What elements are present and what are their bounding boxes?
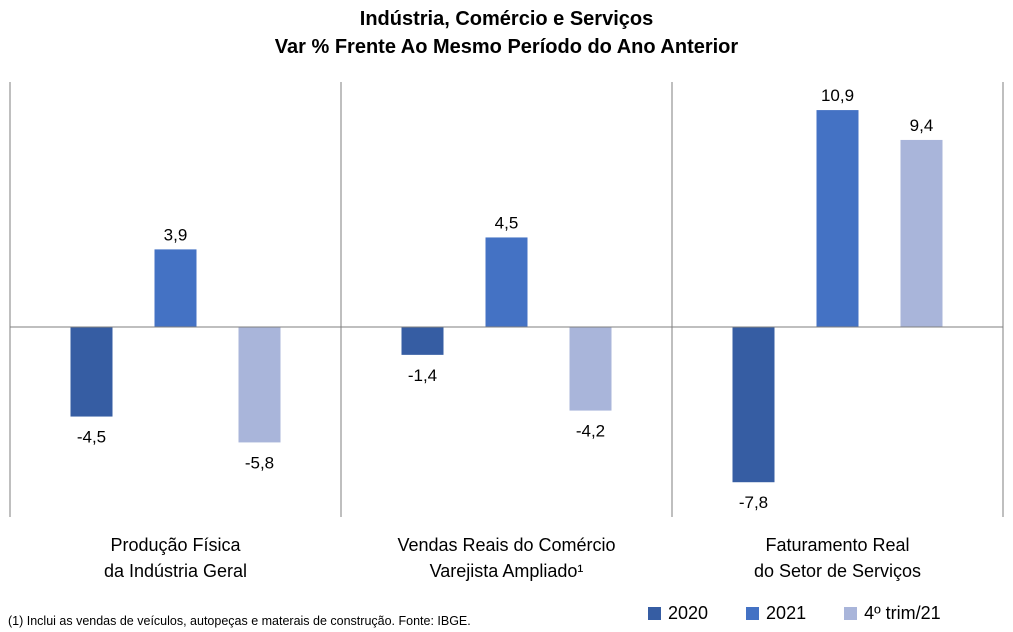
legend-label: 4º trim/21	[864, 603, 941, 623]
bar-2021	[485, 237, 528, 327]
bar-2021	[154, 249, 197, 327]
legend-swatch	[746, 607, 760, 620]
category-label-line: Varejista Ampliado¹	[430, 561, 584, 581]
data-label: -4,2	[576, 422, 605, 441]
category-label: Vendas Reais do Comércio Varejista Amplia…	[397, 535, 615, 581]
bar-2021	[816, 110, 859, 327]
bar-2020	[70, 327, 113, 417]
data-label: -7,8	[739, 493, 768, 512]
bar-4-trim-21	[238, 327, 281, 443]
data-label: 9,4	[910, 116, 934, 135]
data-label: -5,8	[245, 453, 274, 472]
legend-item: 4º trim/21	[844, 603, 941, 624]
category-label: Faturamento Real do Setor de Serviços	[754, 535, 921, 581]
data-label: -4,5	[77, 428, 106, 447]
bar-4-trim-21	[900, 139, 943, 327]
bar-2020	[401, 327, 444, 355]
bar-2020	[732, 327, 775, 483]
data-label: 4,5	[495, 213, 519, 232]
data-label: 10,9	[821, 86, 854, 105]
data-label: 3,9	[164, 225, 188, 244]
category-label-line: da Indústria Geral	[104, 561, 247, 581]
category-label: Produção Física da Indústria Geral	[104, 535, 247, 581]
chart-legend: 2020 2021 4º trim/21	[648, 603, 941, 624]
legend-swatch	[648, 607, 661, 620]
category-label-line: Produção Física	[110, 535, 241, 555]
category-label-line: Faturamento Real	[765, 535, 909, 555]
category-label-line: Vendas Reais do Comércio	[397, 535, 615, 555]
legend-swatch	[844, 607, 858, 620]
legend-label: 2020	[668, 603, 709, 623]
legend-item: 2021	[746, 603, 806, 624]
chart-title-line1: Indústria, Comércio e Serviços	[359, 8, 654, 30]
legend-item: 2020	[648, 603, 708, 624]
data-label: -1,4	[408, 366, 437, 385]
chart-title-line2: Var % Frente Ao Mesmo Período do Ano Ant…	[274, 36, 739, 58]
legend-label: 2021	[766, 603, 807, 623]
footnote: (1) Inclui as vendas de veículos, autope…	[8, 614, 471, 628]
category-label-line: do Setor de Serviços	[754, 561, 921, 581]
bar-4-trim-21	[569, 327, 612, 411]
